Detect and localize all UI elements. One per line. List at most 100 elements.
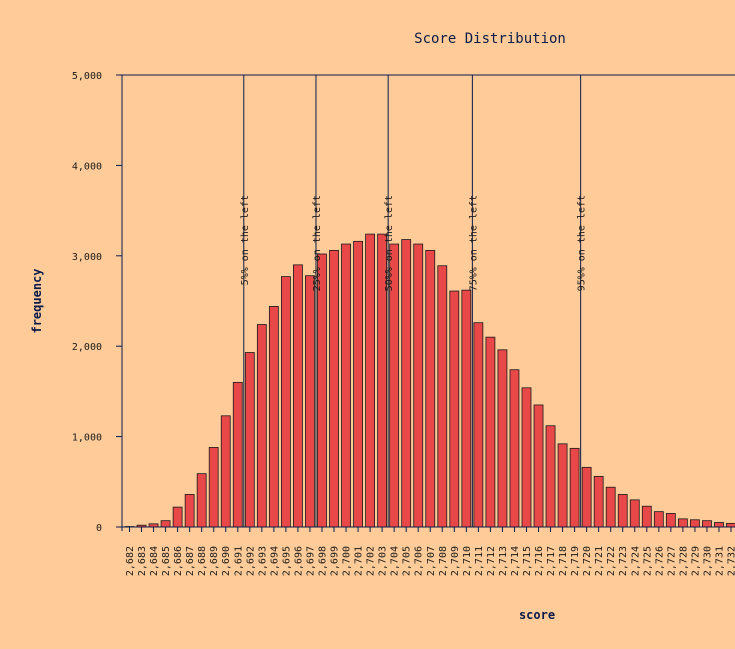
bar-11: [256, 324, 267, 528]
x-tick-label-36: 2,718: [558, 546, 569, 576]
percentile-label-4: 95%% on the left: [577, 195, 588, 291]
bar-16: [317, 253, 327, 528]
x-tick-label-25: 2,707: [426, 546, 437, 576]
bar-7: [208, 447, 219, 528]
bar-42: [629, 499, 640, 528]
x-tick-label-43: 2,725: [642, 546, 653, 576]
x-tick-label-22: 2,704: [390, 546, 401, 576]
x-tick-label-0: 2,682: [125, 546, 136, 576]
x-tick-label-35: 2,717: [546, 546, 557, 576]
x-tick-label-44: 2,726: [654, 546, 665, 576]
bars-group: [124, 233, 735, 528]
bar-50: [726, 522, 735, 528]
bar-47: [690, 519, 700, 528]
y-tick-label-0: 0: [96, 523, 102, 534]
x-tick-label-11: 2,693: [257, 546, 268, 576]
bar-26: [437, 265, 448, 528]
x-tick-label-3: 2,685: [161, 546, 172, 576]
percentile-label-2: 50%% on the left: [384, 195, 395, 291]
x-tick-label-48: 2,730: [702, 546, 713, 576]
x-tick-label-6: 2,688: [197, 546, 208, 576]
x-tick-label-49: 2,731: [714, 546, 725, 576]
bar-6: [196, 473, 207, 528]
y-tick-label-5: 5,000: [72, 71, 102, 82]
bar-12: [268, 306, 279, 528]
percentile-label-3: 75%% on the left: [468, 195, 479, 291]
x-tick-label-13: 2,695: [281, 546, 292, 576]
x-tick-label-39: 2,721: [594, 546, 605, 576]
bar-40: [605, 486, 616, 528]
bar-34: [533, 404, 544, 528]
bar-31: [497, 349, 508, 528]
x-tick-label-19: 2,701: [354, 546, 365, 576]
x-tick-label-5: 2,687: [185, 546, 196, 576]
x-tick-label-41: 2,723: [618, 546, 629, 576]
x-tick-label-23: 2,705: [402, 546, 413, 576]
x-tick-label-7: 2,689: [209, 546, 220, 576]
x-tick-label-30: 2,712: [486, 546, 497, 576]
bar-9: [232, 381, 243, 528]
x-tick-label-18: 2,700: [342, 546, 353, 576]
bar-15: [305, 275, 315, 528]
bar-17: [329, 249, 339, 528]
bar-14: [293, 264, 303, 528]
bar-46: [677, 518, 688, 528]
x-tick-label-20: 2,702: [366, 546, 377, 576]
x-tick-label-12: 2,694: [269, 546, 280, 576]
bar-41: [617, 494, 628, 528]
bar-33: [521, 387, 532, 528]
bar-36: [557, 443, 568, 528]
bar-28: [461, 289, 472, 528]
bar-27: [449, 290, 460, 528]
x-tick-label-28: 2,710: [462, 546, 473, 576]
bar-32: [509, 369, 520, 528]
x-tick-label-47: 2,729: [690, 546, 701, 576]
bar-25: [425, 249, 436, 528]
x-tick-label-38: 2,720: [582, 546, 593, 576]
x-tick-label-9: 2,691: [233, 546, 244, 576]
x-tick-label-33: 2,715: [522, 546, 533, 576]
bar-3: [160, 520, 171, 528]
x-tick-label-21: 2,703: [378, 546, 389, 576]
y-tick-label-3: 3,000: [72, 252, 102, 263]
x-tick-label-40: 2,722: [606, 546, 617, 576]
chart-title: Score Distribution: [414, 31, 566, 47]
y-tick-label-1: 1,000: [72, 433, 102, 444]
x-tick-label-14: 2,696: [293, 546, 304, 576]
x-axis-title: score: [519, 608, 555, 622]
x-tick-label-15: 2,697: [305, 546, 316, 576]
bar-18: [341, 243, 351, 528]
x-tick-label-8: 2,690: [221, 546, 232, 576]
bar-8: [220, 415, 231, 528]
percentile-label-1: 25%% on the left: [312, 195, 323, 291]
x-tick-label-34: 2,716: [534, 546, 545, 576]
x-tick-label-16: 2,698: [317, 546, 328, 576]
percentile-label-0: 5%% on the left: [240, 195, 251, 285]
bar-44: [653, 511, 664, 528]
bar-48: [702, 520, 712, 528]
bar-4: [172, 506, 183, 528]
bar-19: [353, 240, 363, 528]
x-tick-label-37: 2,719: [570, 546, 581, 576]
y-tick-label-4: 4,000: [72, 161, 102, 172]
bar-37: [569, 447, 580, 528]
x-tick-label-31: 2,713: [498, 546, 509, 576]
bar-24: [413, 243, 424, 528]
x-tick-label-46: 2,728: [678, 546, 689, 576]
x-tick-label-2: 2,684: [149, 546, 160, 576]
bar-38: [581, 466, 592, 528]
markers-group: 5%% on the left 25%% on the left 50%% on t…: [240, 75, 588, 527]
y-tick-label-2: 2,000: [72, 342, 102, 353]
bar-30: [485, 336, 496, 528]
x-tick-label-29: 2,711: [474, 546, 485, 576]
x-tick-label-17: 2,699: [330, 546, 341, 576]
x-tick-label-1: 2,683: [137, 546, 148, 576]
x-tick-label-27: 2,709: [450, 546, 461, 576]
x-tick-label-32: 2,714: [510, 546, 521, 576]
bar-39: [593, 475, 604, 528]
bar-45: [665, 513, 676, 528]
x-tick-label-42: 2,724: [630, 546, 641, 576]
x-tick-label-10: 2,692: [245, 546, 256, 576]
